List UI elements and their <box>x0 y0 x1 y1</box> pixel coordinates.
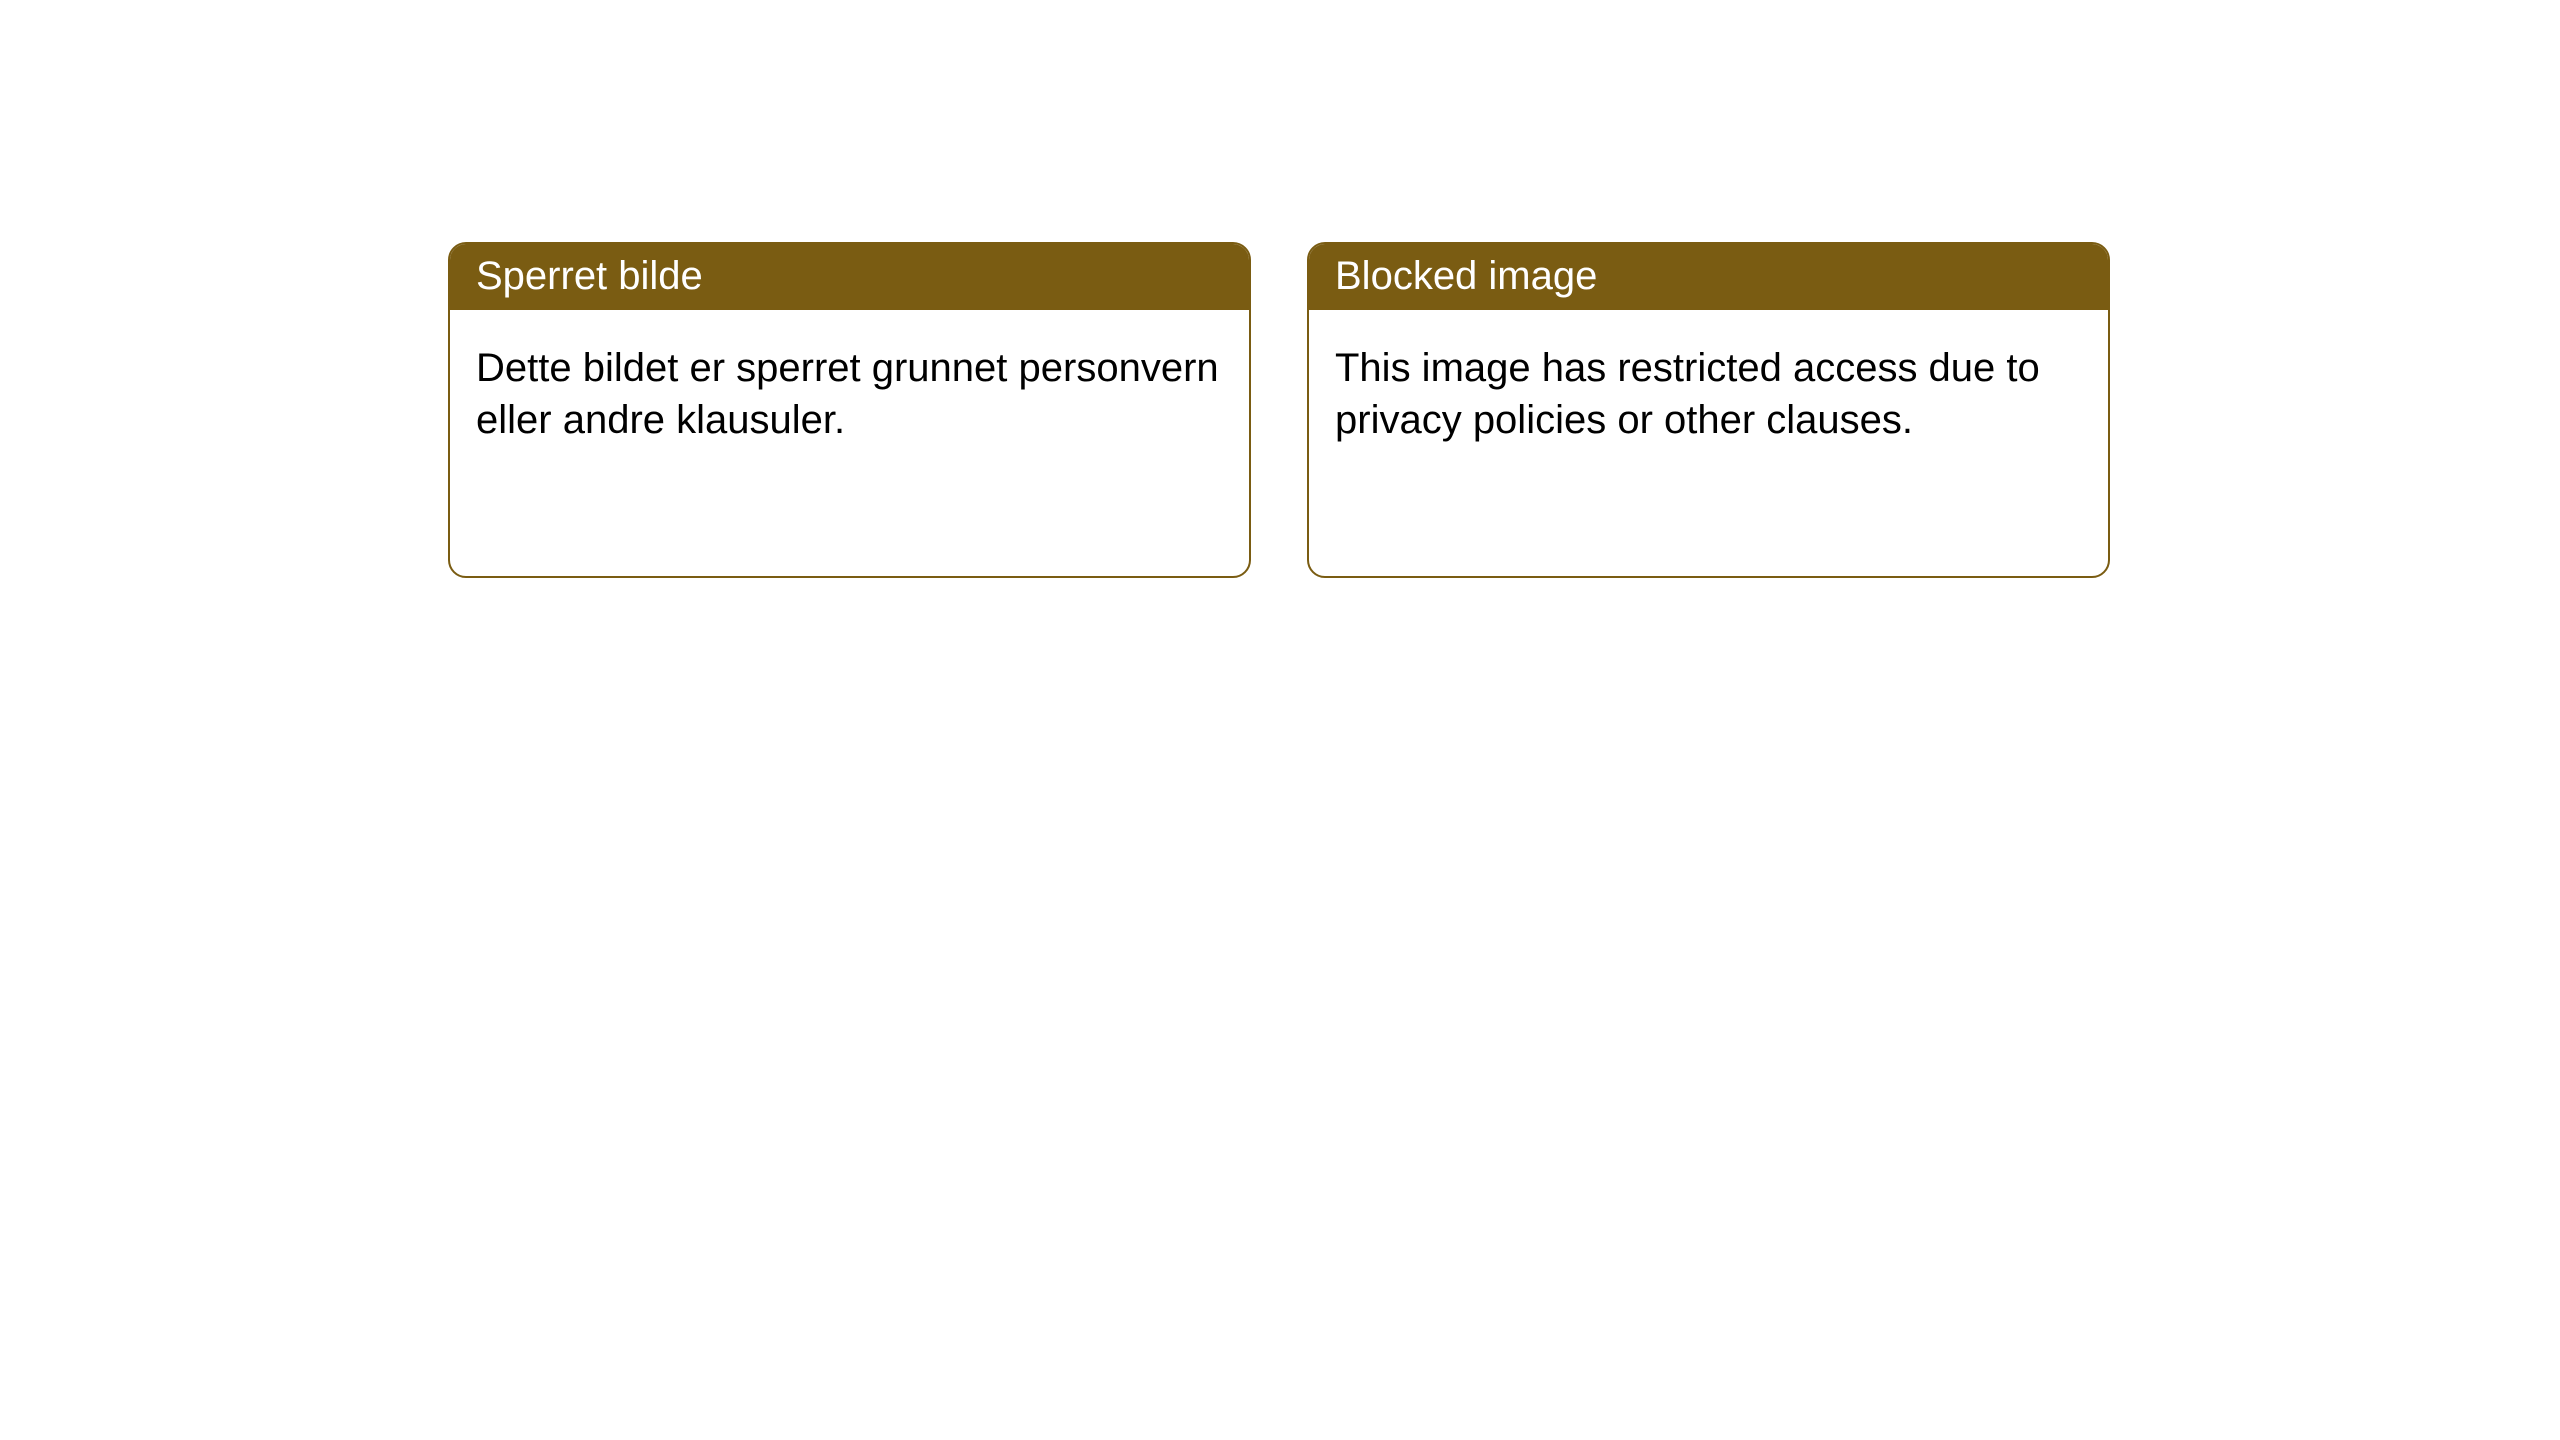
notice-body-norwegian: Dette bildet er sperret grunnet personve… <box>450 310 1249 478</box>
notice-body-english: This image has restricted access due to … <box>1309 310 2108 478</box>
notice-header-english: Blocked image <box>1309 244 2108 310</box>
notice-card-norwegian: Sperret bilde Dette bildet er sperret gr… <box>448 242 1251 578</box>
notice-header-norwegian: Sperret bilde <box>450 244 1249 310</box>
notice-container: Sperret bilde Dette bildet er sperret gr… <box>448 242 2110 578</box>
notice-card-english: Blocked image This image has restricted … <box>1307 242 2110 578</box>
